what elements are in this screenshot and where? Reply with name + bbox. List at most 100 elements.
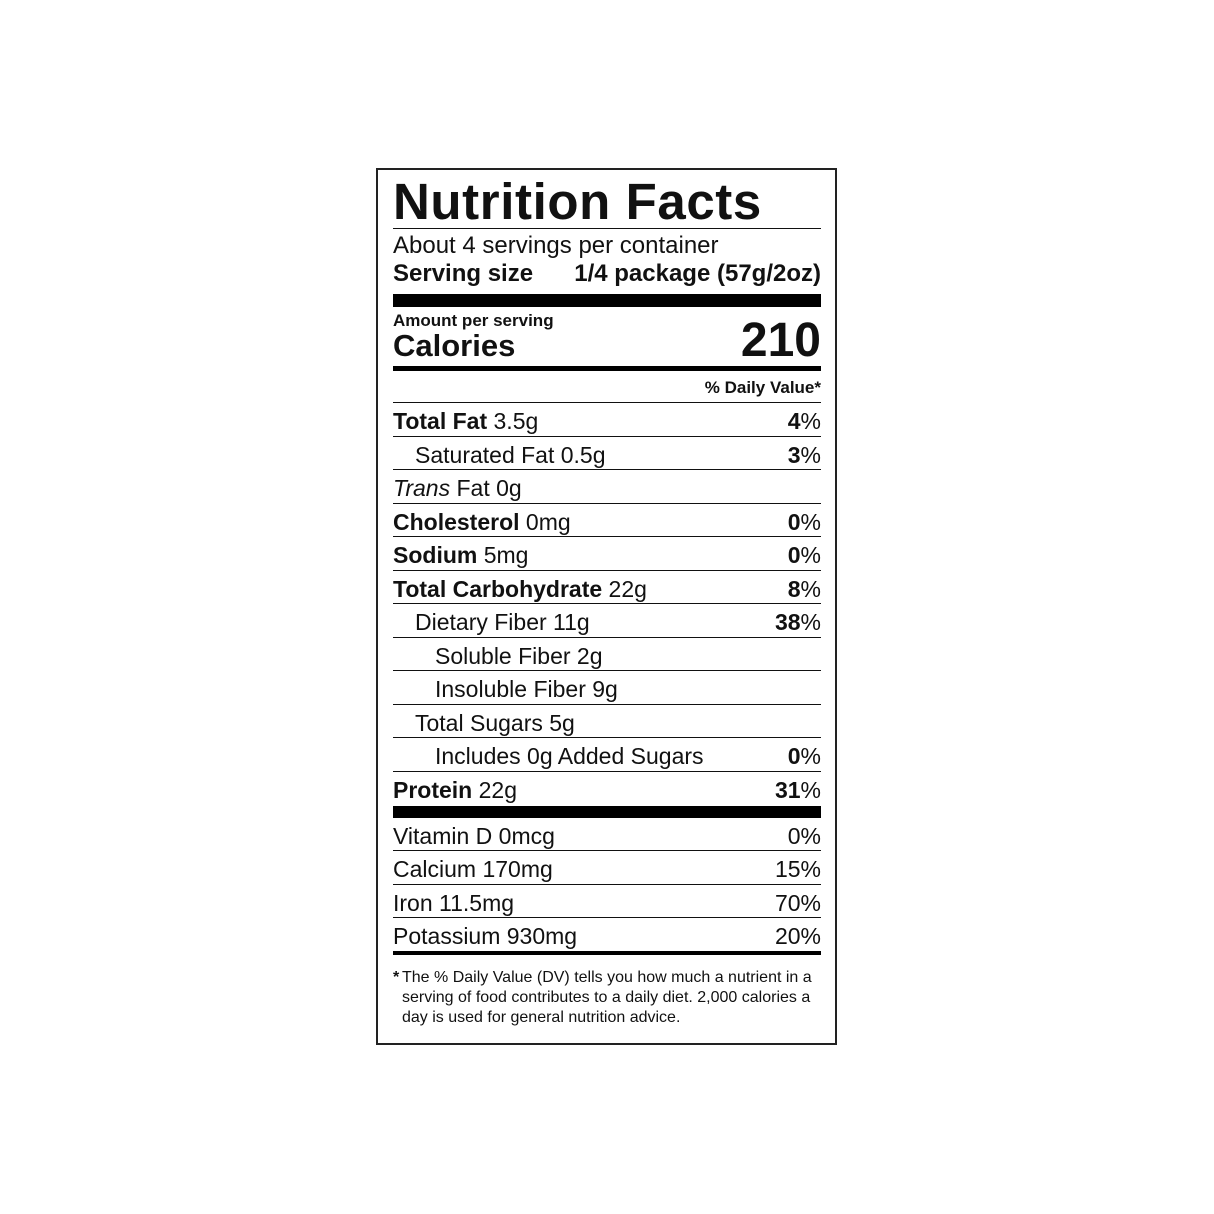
daily-value: 20 [774,923,801,949]
nutrient-name-group: Protein 22g [393,772,517,806]
calories-label: Calories [393,328,516,363]
nutrient-amount: 5g [549,709,575,736]
nutrient-row: Total Fat 3.5g 4% [393,403,821,437]
nutrient-name-italic: Trans [393,475,451,501]
nutrient-row: Soluble Fiber 2g [393,638,821,671]
nutrient-amount: 9g [592,676,618,702]
nutrient-name: Total Carbohydrate [393,575,603,602]
daily-value-group: 0% [788,818,821,851]
nutrient-amount: 11.5mg [439,889,515,916]
daily-value-group: 3% [788,437,821,470]
nutrient-name: Fat [456,475,490,501]
nutrient-name-group: Saturated Fat 0.5g [393,437,606,470]
nutrient-name: Iron [393,889,433,916]
daily-value-group: 38% [775,604,821,637]
daily-value-group: 8% [788,571,821,604]
nutrient-name: Sodium [393,542,478,568]
nutrient-row: Iron 11.5mg 70% [393,885,821,918]
nutrient-amount: 0mg [525,508,571,535]
nutrient-name-group: Includes 0g Added Sugars [393,738,704,771]
daily-value: 0 [787,542,801,568]
daily-value: 15 [774,856,801,882]
daily-value-unit: % [800,542,821,568]
nutrient-name: Calcium [393,856,477,882]
nutrient-amount: 22g [478,776,517,803]
title: Nutrition Facts [393,170,821,230]
nutrient-name: Potassium [393,923,501,949]
nutrient-row: Total Carbohydrate 22g 8% [393,571,821,604]
daily-value: 0 [787,743,801,769]
nutrient-row: Cholesterol 0mg 0% [393,504,821,537]
nutrient-row: Trans Fat 0g [393,470,821,504]
nutrient-amount: 170mg [482,856,553,882]
amount-per-serving: Amount per serving [393,311,554,330]
nutrient-name-group: Calcium 170mg [393,851,553,884]
footnote: * The % Daily Value (DV) tells you how mu… [393,955,821,1028]
daily-value-group: 0% [788,537,821,570]
daily-value-unit: % [800,776,821,803]
daily-value-unit: % [800,856,821,882]
daily-value-unit: % [800,609,821,635]
calories-block: Amount per serving Calories 210 [393,307,821,367]
daily-value-unit: % [800,822,821,849]
daily-value-group: 0% [788,738,821,771]
nutrient-row: Potassium 930mg 20% [393,918,821,955]
daily-value-group: 70% [775,885,821,918]
daily-value-group: 20% [775,918,821,951]
nutrient-name-group: Total Sugars 5g [393,705,575,738]
serving-size: Serving size 1/4 package (57g/2oz) [393,259,821,289]
daily-value-unit: % [800,743,821,769]
daily-value-unit: % [800,508,821,535]
nutrient-name: Cholesterol [393,508,520,535]
nutrient-row: Calcium 170mg 15% [393,851,821,885]
nutrient-row: Vitamin D 0mcg 0% [393,818,821,851]
daily-value-unit: % [800,889,821,916]
nutrient-name-group: Cholesterol 0mg [393,504,571,537]
nutrient-amount: 0.5g [560,441,606,468]
daily-value: 31 [774,776,801,803]
nutrient-name-group: Total Carbohydrate 22g [393,571,647,604]
nutrient-name-group: Dietary Fiber 11g [393,604,590,637]
nutrient-amount: 11g [553,609,590,635]
daily-value-unit: % [800,408,821,434]
daily-value-header: % Daily Value* [393,371,821,403]
servings: About 4 servings per container [393,232,719,259]
daily-value-unit: % [800,441,821,468]
nutrient-row: Insoluble Fiber 9g [393,671,821,705]
nutrient-name-group: Sodium 5mg [393,537,528,570]
daily-value: 0 [787,822,801,849]
nutrient-name-group: Iron 11.5mg [393,885,514,918]
medium-rule [393,366,821,371]
nutrient-name: Dietary Fiber [415,609,547,635]
daily-value-group: 15% [775,851,821,884]
footnote-mark: * [393,968,400,986]
serving-size-value: 1/4 package (57g/2oz) [574,260,821,287]
nutrient-name-group: Soluble Fiber 2g [393,638,603,671]
thick-rule [393,805,821,818]
nutrient-name-group: Vitamin D 0mcg [393,818,555,851]
nutrient-amount: 22g [608,575,647,602]
daily-value: 38 [774,609,801,635]
nutrient-name: Includes 0g Added Sugars [435,743,704,769]
nutrient-row: Saturated Fat 0.5g 3% [393,437,821,470]
vitamin-list: Vitamin D 0mcg 0% Calcium 170mg 15% Iron 11.… [393,818,821,955]
nutrient-row: Total Sugars 5g [393,705,821,738]
nutrient-row: Includes 0g Added Sugars 0% [393,738,821,772]
daily-value-group: 4% [788,403,821,436]
nutrient-amount: 3.5g [493,408,539,434]
daily-value: 0 [787,508,801,535]
nutrient-name: Vitamin D [393,822,493,849]
nutrient-name-group: Potassium 930mg [393,918,577,951]
nutrient-name: Protein [393,776,473,803]
nutrient-name: Total Fat [393,408,488,434]
daily-value: 4 [787,408,801,434]
daily-value: 70 [774,889,801,916]
nutrient-list: Total Fat 3.5g 4% Saturated Fat 0.5g 3% Tran… [393,403,821,806]
daily-value: 3 [787,441,801,468]
nutrition-label: Nutrition Facts About 4 servings per con… [376,168,837,1045]
thick-rule [393,294,821,307]
nutrient-name-group: Total Fat 3.5g [393,403,538,436]
daily-value-unit: % [800,575,821,602]
calories-value: 210 [740,314,821,367]
